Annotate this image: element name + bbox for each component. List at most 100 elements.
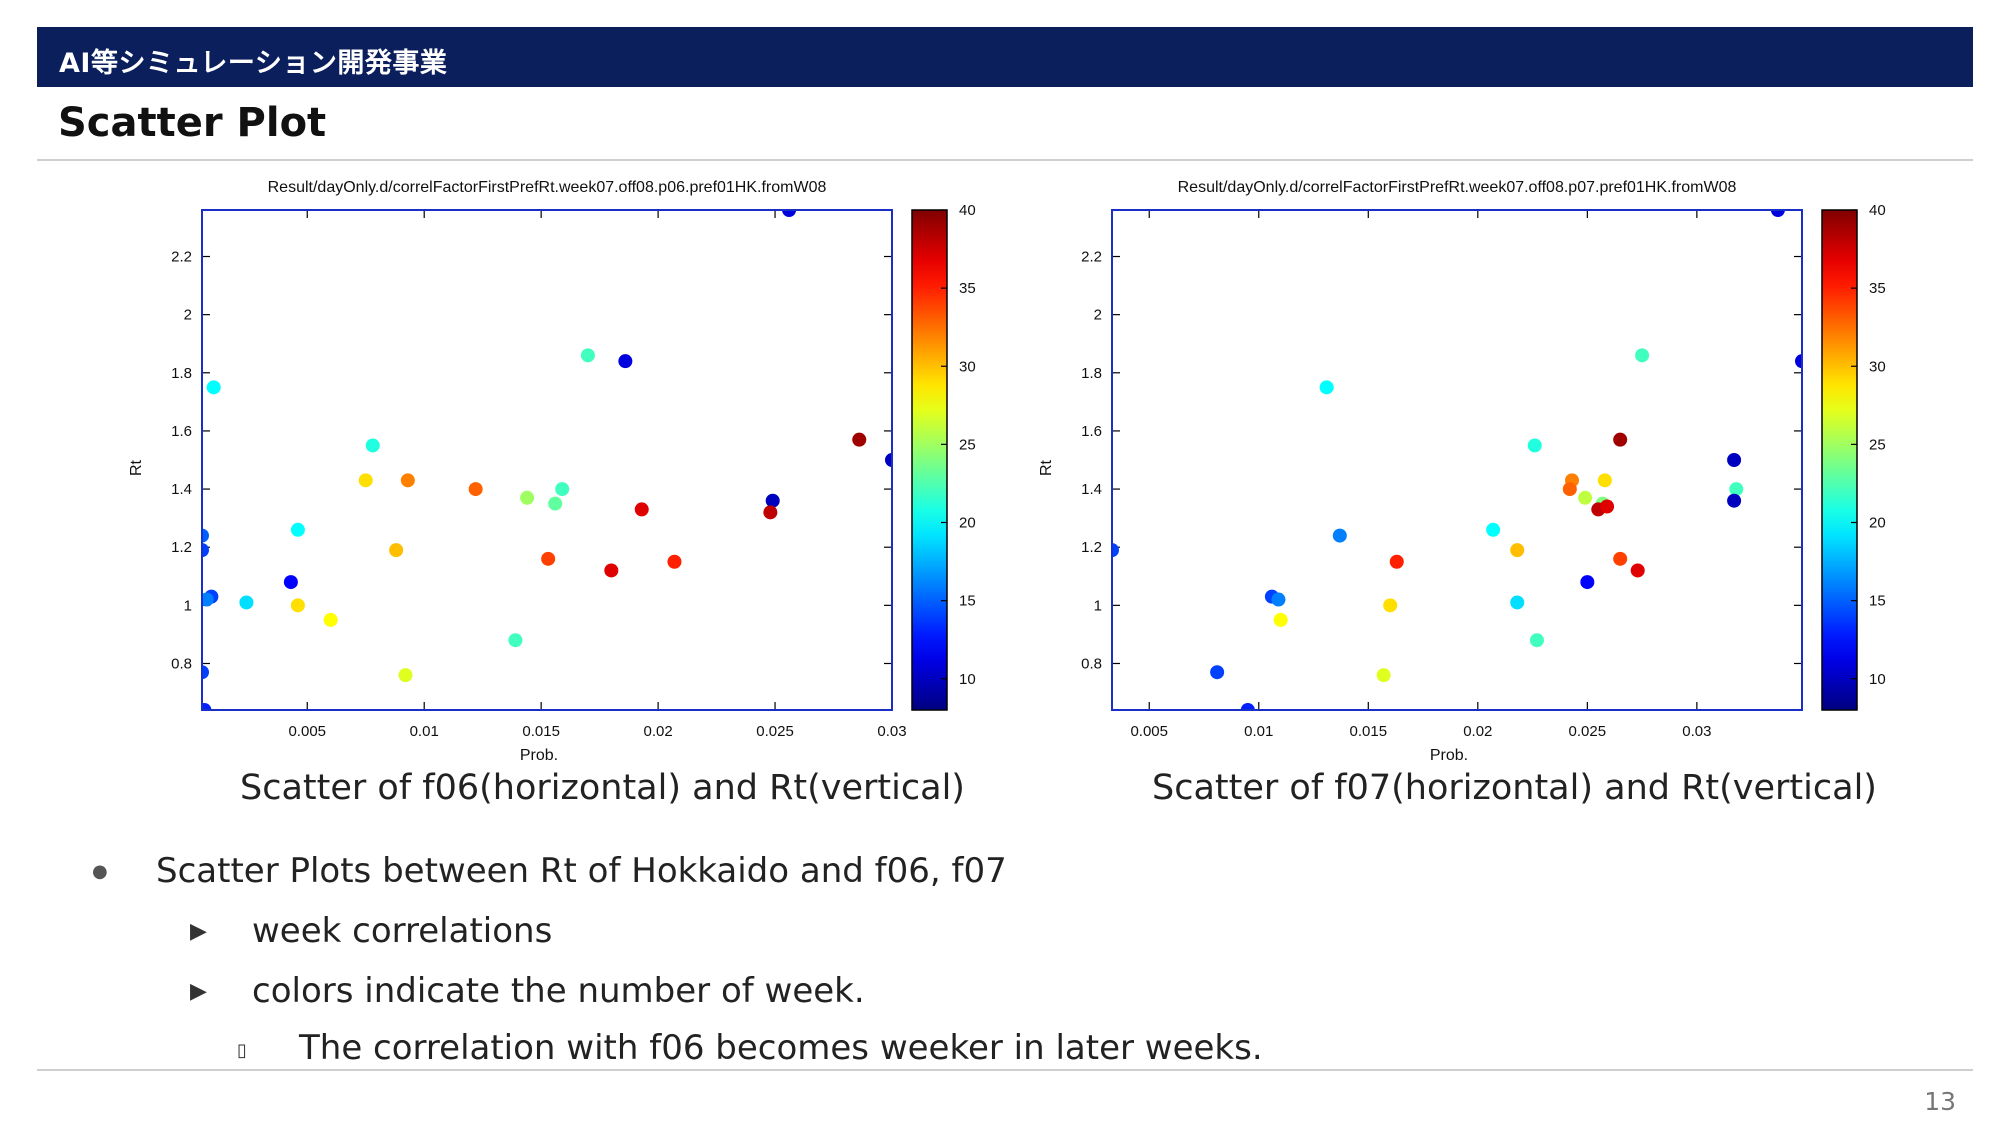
- x-tick-label: 0.025: [1569, 723, 1607, 740]
- page-title: Scatter Plot: [58, 100, 327, 146]
- x-tick-label: 0.02: [1463, 723, 1492, 740]
- data-point: [1112, 543, 1119, 558]
- caption-f06: Scatter of f06(horizontal) and Rt(vertic…: [240, 768, 965, 808]
- scatter-chart-f07: Result/dayOnly.d/correlFactorFirstPrefRt…: [1020, 165, 1920, 775]
- data-point: [468, 482, 483, 497]
- bullet-level2-1-text: week correlations: [252, 911, 553, 951]
- colorbar-tick-label: 25: [959, 436, 976, 453]
- plot-frame: [201, 209, 893, 711]
- x-tick-label: 0.02: [644, 723, 673, 740]
- title-divider: [37, 159, 1973, 161]
- y-tick-label: 1.2: [171, 539, 192, 556]
- data-point: [1562, 482, 1577, 497]
- colorbar-tick-label: 20: [1869, 515, 1886, 532]
- y-tick-label: 1.8: [1081, 365, 1102, 382]
- data-point: [852, 432, 867, 447]
- data-point: [1727, 453, 1742, 467]
- data-point: [604, 563, 619, 578]
- data-point: [1240, 703, 1255, 710]
- data-point: [283, 575, 298, 590]
- data-point: [1597, 473, 1612, 488]
- plot-frame-outline: [201, 209, 893, 711]
- data-point: [1383, 598, 1398, 613]
- colorbar-tick-label: 30: [1869, 358, 1886, 375]
- data-point: [358, 473, 373, 488]
- data-point: [239, 595, 254, 610]
- bullet-level2-2-text: colors indicate the number of week.: [252, 971, 865, 1011]
- caption-f07: Scatter of f07(horizontal) and Rt(vertic…: [1152, 768, 1877, 808]
- data-point: [1770, 210, 1785, 217]
- data-point: [323, 612, 338, 627]
- y-tick-label: 2: [1094, 307, 1102, 324]
- data-point: [202, 665, 209, 680]
- data-point: [365, 438, 380, 453]
- bullet-level3-text: The correlation with f06 becomes weeker …: [299, 1028, 1263, 1068]
- data-point: [1510, 543, 1525, 558]
- data-point: [1795, 354, 1802, 369]
- colorbar-tick-label: 25: [1869, 436, 1886, 453]
- points-group: [202, 210, 892, 710]
- colorbar: [911, 209, 948, 711]
- plot-frame: [1111, 209, 1803, 711]
- points-group: [1112, 210, 1802, 710]
- bullet-level2-1: ▶ week correlations: [190, 911, 1190, 955]
- data-point: [1613, 551, 1628, 566]
- x-tick-label: 0.005: [288, 723, 326, 740]
- colorbar-tick-label: 15: [959, 593, 976, 610]
- data-point: [1727, 493, 1742, 508]
- data-point: [885, 453, 892, 467]
- scatter-chart-f06-svg: Result/dayOnly.d/correlFactorFirstPrefRt…: [128, 179, 976, 764]
- y-tick-label: 0.8: [171, 655, 192, 672]
- data-point: [1529, 633, 1544, 648]
- data-point: [1580, 575, 1595, 590]
- data-point: [667, 554, 682, 569]
- y-tick-label: 2.2: [1081, 249, 1102, 266]
- bullet-level1: ● Scatter Plots between Rt of Hokkaido a…: [92, 851, 1292, 895]
- data-point: [541, 551, 556, 566]
- colorbar-tick-label: 10: [959, 671, 976, 688]
- bullet-dot: ●: [92, 861, 108, 882]
- data-point: [765, 493, 780, 508]
- data-point: [782, 210, 797, 217]
- colorbar: [1821, 209, 1858, 711]
- x-tick-label: 0.025: [756, 723, 794, 740]
- data-point: [202, 703, 212, 710]
- data-point: [1210, 665, 1225, 680]
- data-point: [290, 598, 305, 613]
- colorbar-tick-label: 40: [1869, 202, 1886, 219]
- colorbar-tick-label: 30: [959, 358, 976, 375]
- data-point: [1510, 595, 1525, 610]
- x-tick-label: 0.01: [1244, 723, 1273, 740]
- data-point: [618, 354, 633, 369]
- y-tick-label: 1.4: [1081, 481, 1102, 498]
- data-point: [202, 543, 209, 558]
- data-point: [1527, 438, 1542, 453]
- data-point: [555, 482, 570, 497]
- data-point: [398, 668, 413, 683]
- footer-divider: [37, 1069, 1973, 1071]
- chart-title: Result/dayOnly.d/correlFactorFirstPrefRt…: [1178, 179, 1737, 196]
- x-axis-label: Prob.: [520, 747, 558, 764]
- chart-title: Result/dayOnly.d/correlFactorFirstPrefRt…: [268, 179, 827, 196]
- header-banner: AI等シミュレーション開発事業: [37, 27, 1973, 87]
- colorbar-tick-label: 15: [1869, 593, 1886, 610]
- y-tick-label: 1.4: [171, 481, 192, 498]
- data-point: [1613, 432, 1628, 447]
- y-axis-label: Rt: [1038, 459, 1055, 476]
- data-point: [1273, 612, 1288, 627]
- colorbar-tick-label: 10: [1869, 671, 1886, 688]
- data-point: [1486, 522, 1501, 537]
- data-point: [508, 633, 523, 648]
- data-point: [1600, 499, 1615, 514]
- y-tick-label: 2: [184, 307, 192, 324]
- placeholder-glyph-icon: ▯: [237, 1040, 247, 1061]
- bullet-level3: ▯ The correlation with f06 becomes weeke…: [237, 1028, 1437, 1072]
- data-point: [202, 592, 214, 607]
- y-axis-label: Rt: [128, 459, 145, 476]
- scatter-chart-f07-svg: Result/dayOnly.d/correlFactorFirstPrefRt…: [1038, 179, 1886, 764]
- data-point: [1389, 554, 1404, 569]
- y-tick-label: 0.8: [1081, 655, 1102, 672]
- data-point: [548, 496, 563, 511]
- data-point: [580, 348, 595, 363]
- data-point: [1271, 592, 1286, 607]
